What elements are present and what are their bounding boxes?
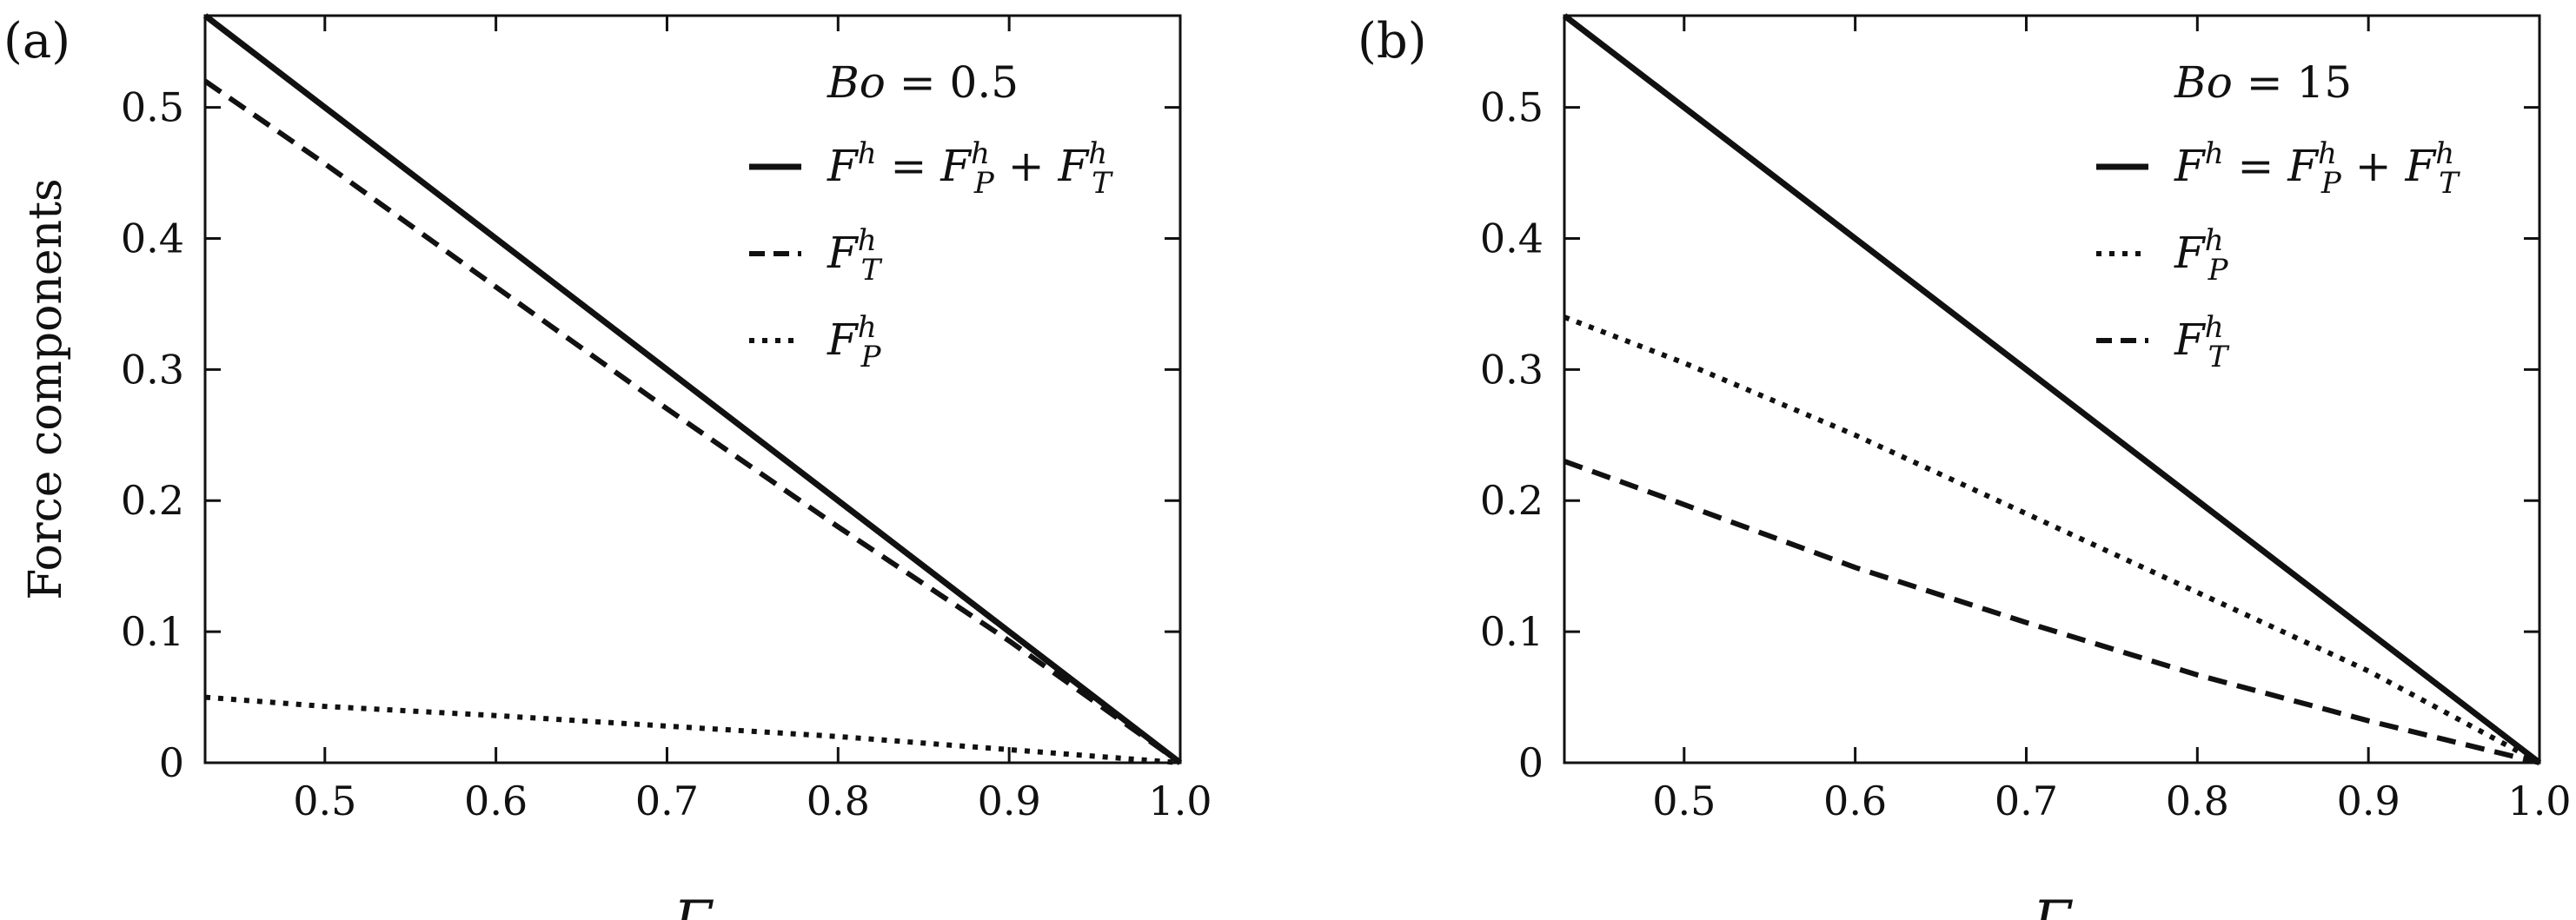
legend-sup: h [2205, 223, 2224, 258]
x-tick-label: 0.9 [978, 778, 1041, 824]
series-line-FP [1563, 314, 2541, 765]
x-tick-label: 0.8 [807, 778, 870, 824]
panel-label: (b) [1358, 13, 1427, 69]
legend-term2-sup: h [1088, 136, 1107, 171]
legend-plus: + [994, 141, 1059, 191]
series-line-total [1562, 13, 2542, 765]
x-tick-label: 0.8 [2166, 778, 2229, 824]
legend-entry-total: Fh = Fh P + Fh T [2174, 136, 2460, 201]
legend-term2-sub: T [2439, 166, 2460, 201]
legend-term1: F [2287, 141, 2320, 191]
y-axis-label: Force components [20, 178, 72, 600]
y-tick-label: 0.4 [1480, 215, 1544, 261]
legend-parameter: Bo = 0.5 [827, 57, 1019, 108]
x-tick-label: 0.5 [293, 778, 356, 824]
series-line-FP [204, 694, 1181, 765]
legend-symbol: F [2174, 141, 2207, 191]
parameter-symbol: Bo [827, 57, 886, 108]
y-tick-label: 0.5 [1480, 84, 1544, 131]
legend-entry-FP: Fh P [827, 310, 882, 374]
legend-term1-sup: h [2318, 136, 2337, 171]
legend-term2: F [2404, 141, 2437, 191]
panel-label: (a) [3, 13, 70, 69]
legend-sup: h [858, 136, 877, 171]
x-tick-label: 0.6 [1823, 778, 1887, 824]
plot-frame [1563, 14, 2541, 764]
chart-panel-b: 0.5 0.6 0.7 0.8 0.9 1.0 0 0.1 0.2 0.3 0.4 0.5 (b) Γ Bo… [1358, 13, 2572, 920]
x-tick-label: 0.7 [1995, 778, 2058, 824]
parameter-equals: = [886, 57, 950, 108]
series-line-FT [203, 78, 1182, 765]
y-tick-label: 0 [1518, 739, 1544, 786]
x-tick-label: 0.5 [1652, 778, 1716, 824]
y-tick-label: 0.4 [121, 215, 184, 261]
legend-sub: P [860, 340, 882, 374]
legend-eq: = [2224, 141, 2288, 191]
legend-term1-sup: h [971, 136, 990, 171]
legend-symbol: F [827, 228, 860, 278]
legend-symbol: F [2174, 314, 2207, 365]
legend-sub: T [861, 253, 883, 288]
legend-term2-sub: T [1092, 166, 1113, 201]
legend-symbol: F [2174, 228, 2207, 278]
legend-symbol: F [827, 314, 860, 365]
x-tick-label: 0.9 [2337, 778, 2400, 824]
legend-entry-FP: Fh P [2174, 223, 2229, 288]
series-line-total [202, 13, 1183, 765]
x-tick-label: 0.6 [464, 778, 528, 824]
y-tick-label: 0.3 [1480, 346, 1544, 393]
legend-sub: T [2208, 340, 2230, 374]
series-line-FT [1563, 459, 2540, 765]
legend-symbol: F [827, 141, 860, 191]
plot-frame [203, 14, 1182, 764]
y-tick-label: 0.1 [121, 608, 184, 655]
x-axis-label: Γ [2032, 890, 2074, 920]
legend-sub: P [2208, 253, 2229, 288]
legend-term2: F [1057, 141, 1090, 191]
x-tick-label: 0.7 [635, 778, 699, 824]
y-tick-label: 0.1 [1480, 608, 1544, 655]
parameter-value: 15 [2297, 57, 2353, 108]
y-tick-label: 0.3 [121, 346, 184, 393]
y-tick-label: 0 [159, 739, 184, 786]
legend-term2-sup: h [2435, 136, 2454, 171]
y-tick-label: 0.2 [1480, 477, 1544, 524]
y-tick-label: 0.2 [121, 477, 184, 524]
x-axis-label: Γ [673, 890, 714, 920]
legend-sup: h [858, 310, 877, 345]
legend-sup: h [858, 223, 877, 258]
legend-sup: h [2205, 310, 2224, 345]
x-tick-label: 1.0 [2507, 778, 2571, 824]
legend-entry-FT: Fh T [2174, 310, 2230, 374]
legend-eq: = [877, 141, 941, 191]
legend-entry-total: Fh = Fh P + Fh T [827, 136, 1113, 201]
legend-term1: F [939, 141, 973, 191]
parameter-value: 0.5 [950, 57, 1019, 108]
legend-term1-sub: P [973, 166, 995, 201]
legend-term1-sub: P [2320, 166, 2342, 201]
legend-parameter: Bo = 15 [2174, 57, 2352, 108]
y-tick-label: 0.5 [121, 84, 184, 131]
x-tick-label: 1.0 [1148, 778, 1212, 824]
chart-panel-a: 0.5 0.6 0.7 0.8 0.9 1.0 0 0.1 0.2 0.3 0.4 0.5 (a) For… [3, 13, 1212, 920]
legend-plus: + [2341, 141, 2406, 191]
legend-entry-FT: Fh T [827, 223, 883, 288]
parameter-equals: = [2233, 57, 2297, 108]
legend-sup: h [2205, 136, 2224, 171]
parameter-symbol: Bo [2174, 57, 2233, 108]
